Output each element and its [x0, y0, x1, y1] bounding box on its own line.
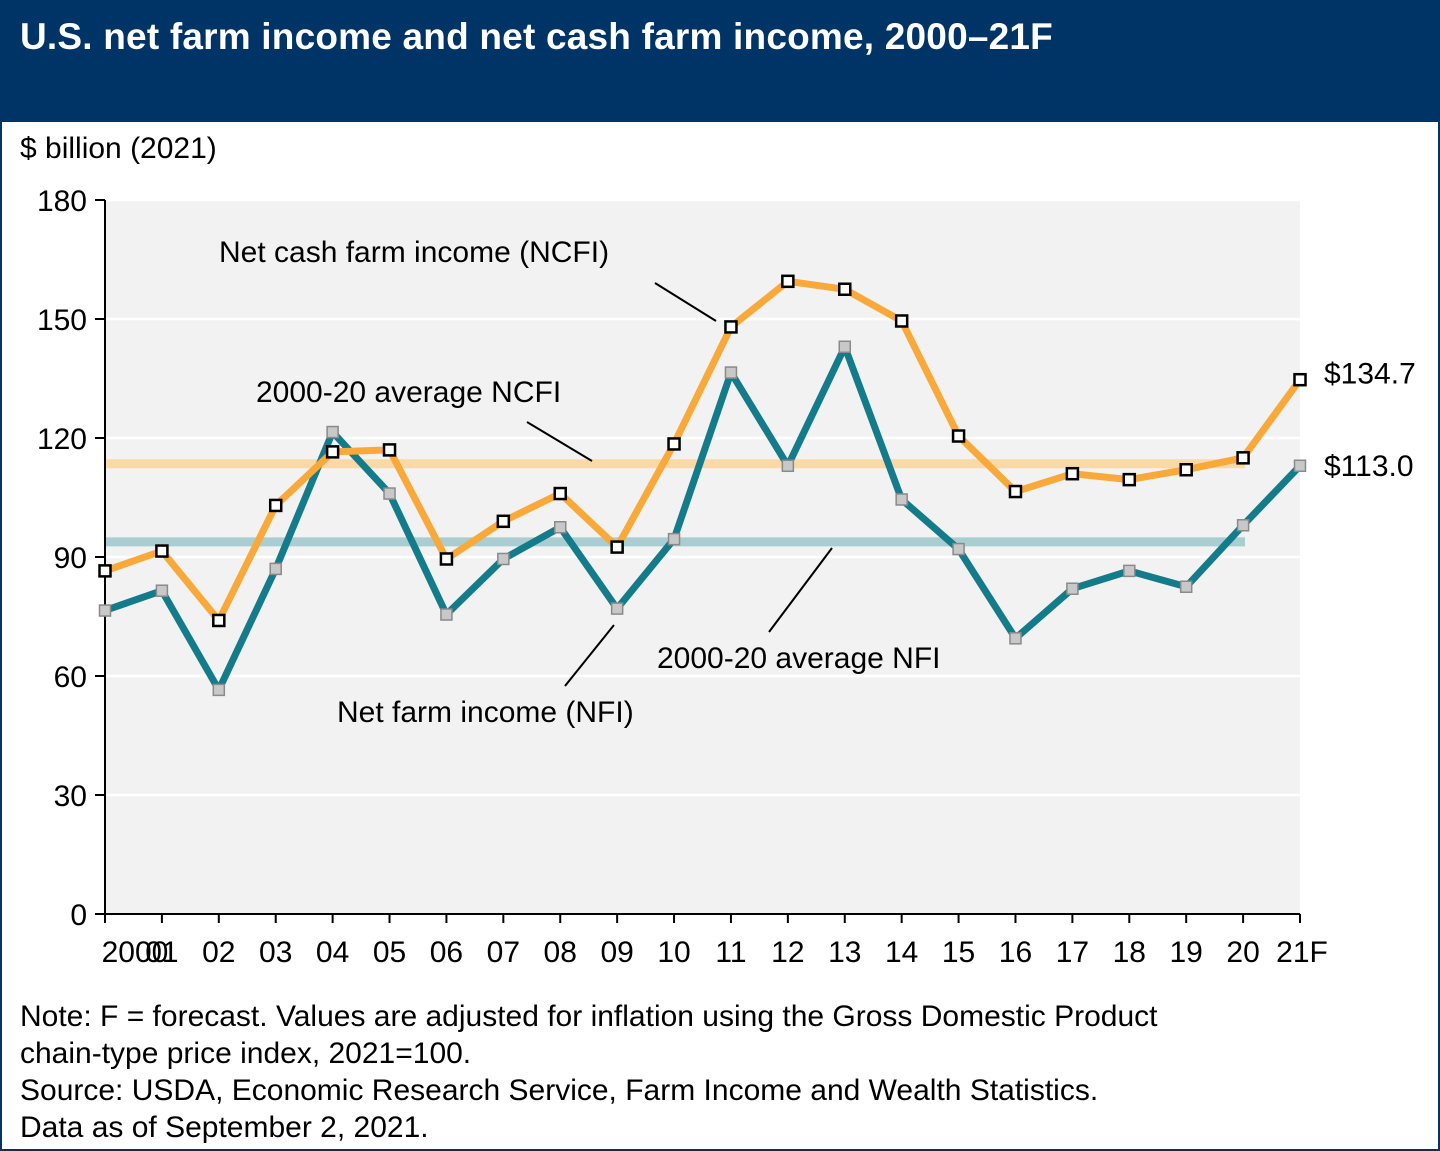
ncfi-point — [155, 544, 169, 558]
nfi-point — [212, 683, 226, 697]
avg-nfi-annotation: 2000-20 average NFI — [657, 642, 941, 675]
ncfi-point — [610, 540, 624, 554]
nfi-point — [610, 602, 624, 615]
ncfi-annotation: Net cash farm income (NCFI) — [219, 236, 609, 269]
ncfi-point — [781, 274, 795, 289]
ncfi-point — [1065, 466, 1080, 481]
ncfi-point — [1122, 472, 1137, 487]
nfi-point — [1123, 564, 1136, 578]
x-tick-label: 04 — [316, 936, 349, 969]
nfi-point — [895, 493, 908, 506]
x-tick-label: 18 — [1113, 936, 1146, 969]
x-tick-label: 11 — [715, 936, 746, 969]
avg-ncfi-leader-line — [526, 421, 593, 462]
nfi-end-label: $113.0 — [1324, 450, 1414, 483]
y-tick-label: 60 — [54, 661, 87, 694]
title-banner: U.S. net farm income and net cash farm i… — [2, 2, 1438, 122]
ncfi-point — [1293, 372, 1307, 387]
y-tick-label: 180 — [37, 185, 87, 218]
ncfi-point — [951, 429, 966, 443]
source-line: Source: USDA, Economic Research Service,… — [20, 1074, 1099, 1107]
nfi-point — [1066, 582, 1079, 595]
avg-nfi-leader-line — [768, 547, 833, 633]
y-axis-label: $ billion (2021) — [20, 132, 217, 165]
nfi-point — [724, 366, 738, 379]
x-tick-label: 07 — [487, 936, 520, 969]
ncfi-point — [268, 498, 283, 513]
nfi-point — [1293, 459, 1307, 473]
ncfi-point — [1236, 451, 1250, 465]
ncfi-point — [553, 486, 567, 501]
x-tick-label: 08 — [544, 936, 577, 969]
ncfi-point — [838, 282, 852, 296]
nfi-point — [667, 532, 681, 546]
ncfi-point — [325, 445, 340, 459]
ncfi-point — [1008, 484, 1023, 499]
nfi-point — [98, 604, 112, 617]
x-tick-label: 21F — [1276, 936, 1328, 969]
note-line: Note: F = forecast. Values are adjusted … — [20, 1000, 1158, 1033]
ncfi-series-line — [101, 277, 1304, 624]
nfi-point — [383, 487, 396, 500]
nfi-point — [1179, 580, 1193, 593]
ncfi-leader-line — [654, 282, 717, 322]
nfi-point — [155, 584, 169, 597]
nfi-point — [781, 459, 795, 473]
x-tick-label: 02 — [202, 936, 235, 969]
y-tick-label: 30 — [54, 780, 87, 813]
nfi-point — [838, 340, 852, 354]
ncfi-point — [1179, 462, 1193, 477]
ncfi-point — [382, 443, 397, 457]
ncfi-point — [212, 613, 226, 628]
x-tick-label: 03 — [259, 936, 292, 969]
nfi-point — [1236, 519, 1250, 532]
date-line: Data as of September 2, 2021. — [20, 1111, 429, 1144]
y-tick-label: 150 — [37, 304, 87, 337]
nfi-point — [326, 425, 339, 439]
x-tick-label: 16 — [999, 936, 1032, 969]
x-tick-label: 06 — [430, 936, 463, 969]
ncfi-point — [724, 320, 738, 334]
nfi-point — [553, 521, 567, 534]
avg-ncfi-annotation: 2000-20 average NCFI — [256, 376, 561, 409]
x-tick-label: 09 — [600, 936, 633, 969]
nfi-point — [269, 562, 282, 576]
nfi-point — [1009, 632, 1022, 645]
y-tick-label: 90 — [54, 542, 87, 575]
x-tick-label: 14 — [885, 936, 918, 969]
ncfi-point — [98, 564, 112, 578]
ncfi-point — [894, 314, 909, 328]
nfi-point — [440, 608, 453, 621]
note-line: chain-type price index, 2021=100. — [20, 1037, 472, 1070]
x-tick-label: 17 — [1056, 936, 1089, 969]
ncfi-point — [667, 437, 681, 451]
x-tick-label: 2000 — [102, 936, 169, 969]
x-tick-label: 13 — [828, 936, 861, 969]
chart-title: U.S. net farm income and net cash farm i… — [20, 16, 1053, 57]
x-tick-label: 05 — [373, 936, 406, 969]
y-tick-label: 0 — [70, 899, 87, 932]
x-tick-label: 19 — [1170, 936, 1203, 969]
x-tick-label: 10 — [657, 936, 690, 969]
ncfi-point — [439, 552, 454, 566]
nfi-series-line — [101, 343, 1304, 694]
ncfi-end-label: $134.7 — [1324, 358, 1416, 391]
nfi-point — [952, 542, 965, 556]
nfi-point — [497, 552, 510, 566]
ncfi-point — [496, 514, 511, 529]
chart-notes: Note: F = forecast. Values are adjusted … — [20, 998, 1158, 1146]
y-tick-label: 120 — [37, 423, 87, 456]
x-tick-label: 15 — [942, 936, 975, 969]
x-tick-label: 12 — [771, 936, 804, 969]
x-tick-label: 20 — [1226, 936, 1259, 969]
nfi-leader-line — [564, 624, 615, 687]
x-tick-label: 01 — [145, 936, 178, 969]
nfi-annotation: Net farm income (NFI) — [337, 696, 634, 729]
